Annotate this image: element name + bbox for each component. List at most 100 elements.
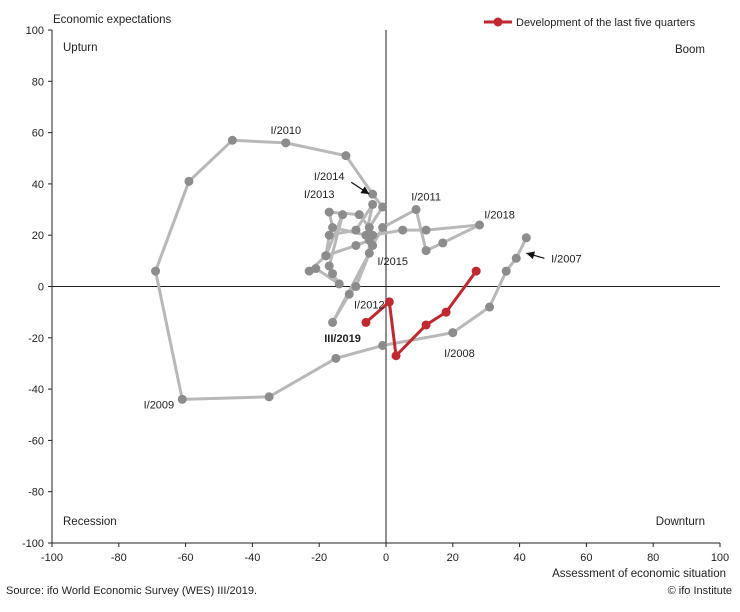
history-point	[328, 269, 338, 279]
history-point	[448, 328, 458, 338]
x-axis-title: Assessment of economic situation	[552, 568, 726, 580]
annotations: I/2010 I/2014 I/2013 I/2011 I/2018 I/2015 I/20…	[144, 125, 582, 411]
quadrant-recession: Recession	[63, 516, 117, 528]
history-point	[511, 253, 521, 263]
x-tick-label: -100	[41, 552, 63, 564]
history-point	[324, 230, 334, 240]
recent-point	[441, 307, 451, 317]
y-tick-label: -100	[22, 538, 44, 550]
y-tick-label: 100	[26, 25, 44, 37]
history-point	[364, 248, 374, 258]
recent-series	[361, 266, 481, 361]
quadrant-labels: Upturn Boom Recession Downturn	[63, 42, 705, 528]
recent-point	[384, 297, 394, 307]
quadrant-boom: Boom	[675, 44, 705, 56]
recent-point	[361, 317, 371, 327]
history-point	[351, 225, 361, 235]
recent-line	[364, 270, 478, 358]
y-tick-label: 60	[32, 128, 44, 140]
history-point	[378, 223, 388, 233]
x-tick-label: 0	[383, 552, 389, 564]
history-point	[378, 202, 388, 212]
history-point	[331, 353, 341, 363]
legend: Development of the last five quarters	[484, 17, 696, 29]
x-tick-label: -80	[111, 552, 127, 564]
history-point	[378, 340, 388, 350]
y-tick-label: 40	[32, 179, 44, 191]
history-point	[368, 199, 378, 209]
history-point	[364, 223, 374, 233]
annotation-label: I/2009	[144, 399, 175, 411]
history-point	[177, 394, 187, 404]
history-point	[184, 176, 194, 186]
history-point	[344, 289, 354, 299]
history-point	[501, 266, 511, 276]
history-series	[151, 135, 531, 404]
history-point	[341, 151, 351, 161]
annotation-label: I/2012	[354, 299, 385, 311]
recent-point	[421, 320, 431, 330]
x-tick-label: 40	[513, 552, 525, 564]
history-point	[368, 240, 378, 250]
annotation-label: I/2018	[484, 210, 515, 222]
history-point	[324, 261, 334, 271]
x-tick-label: -40	[244, 552, 260, 564]
x-tick-label: 60	[580, 552, 592, 564]
legend-label: Development of the last five quarters	[516, 17, 696, 29]
history-point	[485, 302, 495, 312]
quadrant-upturn: Upturn	[63, 42, 98, 54]
x-tick-label: 20	[447, 552, 459, 564]
history-point	[368, 189, 378, 199]
recent-point	[471, 266, 481, 276]
y-tick-label: 80	[32, 76, 44, 88]
history-point	[324, 207, 334, 217]
history-point	[368, 230, 378, 240]
history-point	[281, 138, 291, 148]
copyright-note: © ifo Institute	[667, 585, 732, 597]
quadrant-downturn: Downturn	[656, 516, 705, 528]
source-note: Source: ifo World Economic Survey (WES) …	[6, 585, 258, 597]
legend-marker	[493, 17, 503, 27]
x-tick-label: 80	[647, 552, 659, 564]
history-point	[328, 223, 338, 233]
x-tick-label: -20	[311, 552, 327, 564]
annotation-label: I/2008	[444, 348, 475, 360]
history-point	[438, 238, 448, 248]
annotation-label: I/2013	[304, 189, 335, 201]
history-point	[264, 392, 274, 402]
history-point	[328, 317, 338, 327]
history-point	[521, 233, 531, 243]
annotation-label: I/2015	[377, 256, 408, 268]
history-point	[338, 210, 348, 220]
history-point	[334, 279, 344, 289]
annotation-label: I/2010	[271, 125, 302, 137]
history-point	[354, 210, 364, 220]
annotation-label: I/2007	[551, 253, 582, 265]
history-point	[421, 225, 431, 235]
annotation-arrowhead	[526, 251, 536, 260]
y-tick-label: 0	[38, 282, 44, 294]
annotation-label: I/2014	[314, 171, 345, 183]
annotation-arrowhead	[360, 186, 370, 195]
history-point	[475, 220, 485, 230]
y-tick-label: -60	[28, 435, 44, 447]
y-tick-label: 20	[32, 230, 44, 242]
x-tick-label: -60	[178, 552, 194, 564]
history-point	[351, 282, 361, 291]
annotation-label: III/2019	[324, 333, 361, 345]
history-point	[321, 251, 331, 261]
x-tick-label: 100	[711, 552, 729, 564]
history-point	[227, 135, 237, 145]
axes: 100 80 60 40 20 0 -20 -40 -60 -80 -100 -100 -80 -60 -4…	[22, 25, 729, 564]
history-point	[151, 266, 161, 276]
history-point	[411, 205, 421, 215]
y-tick-label: -80	[28, 487, 44, 499]
y-axis-title: Economic expectations	[53, 14, 172, 26]
history-point	[304, 266, 314, 276]
y-tick-label: -40	[28, 384, 44, 396]
history-point	[398, 225, 408, 235]
history-point	[421, 246, 431, 256]
annotation-label: I/2011	[411, 192, 441, 204]
history-point	[351, 240, 361, 250]
